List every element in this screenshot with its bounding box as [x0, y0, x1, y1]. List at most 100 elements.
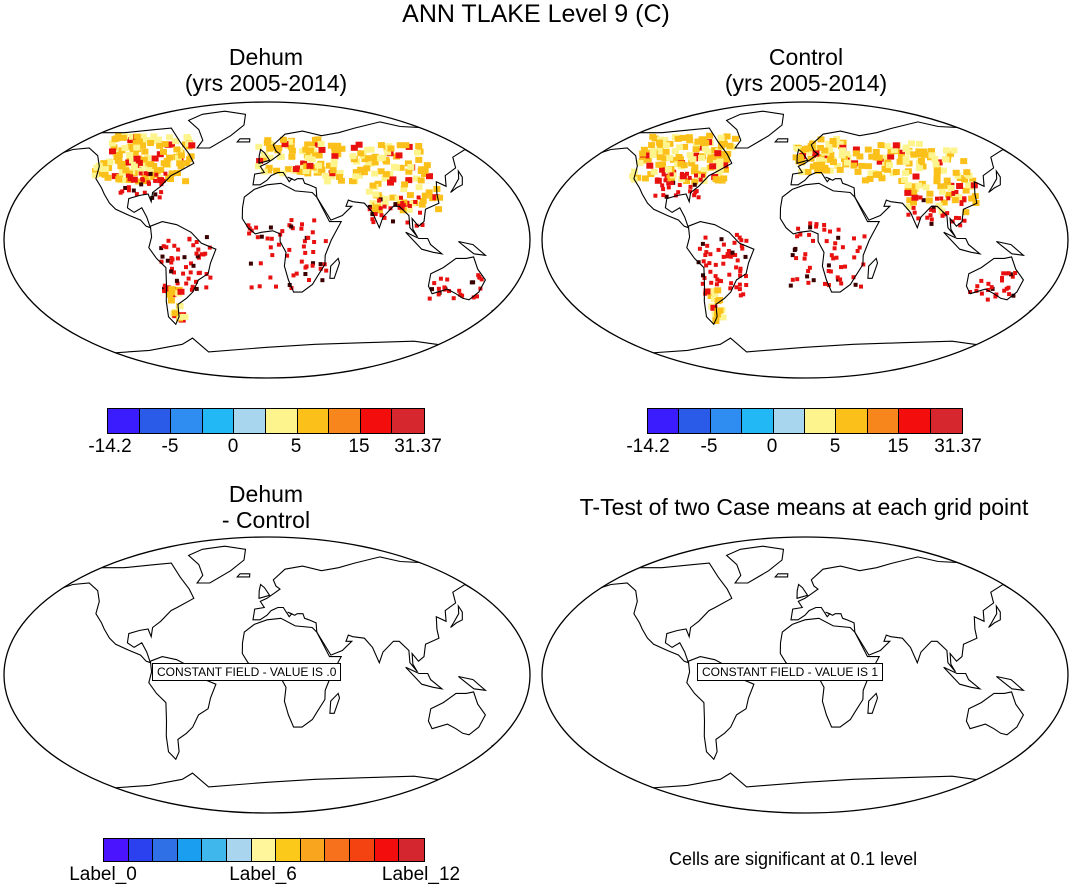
grid-cell [413, 200, 418, 204]
grid-cell [704, 250, 709, 255]
grid-cell [194, 279, 198, 284]
grid-cell [165, 258, 170, 263]
grid-cell [304, 155, 312, 162]
grid-cell [974, 288, 979, 293]
grid-cell [423, 162, 431, 169]
grid-cell [139, 142, 147, 149]
grid-cell [268, 245, 273, 250]
grid-cell [127, 143, 135, 150]
grid-cell [940, 199, 948, 206]
grid-cell [828, 269, 833, 274]
grid-cell [707, 293, 715, 299]
grid-cell [117, 163, 125, 170]
grid-cell [694, 138, 702, 145]
grid-cell [318, 146, 326, 153]
grid-cell [740, 246, 745, 251]
grid-cell [908, 183, 916, 190]
grid-cell [331, 153, 339, 160]
grid-cell [694, 173, 698, 178]
grid-cell [655, 161, 663, 168]
panel-title-line1: Dehum [228, 481, 304, 507]
grid-cell [130, 163, 138, 170]
grid-cell [961, 176, 969, 183]
grid-cell [415, 143, 423, 149]
grid-cell [314, 136, 322, 143]
significance-note: Cells are significant at 0.1 level [669, 849, 918, 869]
grid-cell [993, 294, 998, 299]
grid-cell [273, 167, 281, 174]
grid-cell [255, 235, 260, 240]
coastline-british-isles [258, 583, 271, 600]
grid-cell [266, 145, 274, 152]
grid-cell [648, 142, 656, 149]
grid-cell [929, 221, 934, 226]
coastline-north-america [595, 562, 733, 664]
grid-cell [972, 200, 980, 206]
coastline-indonesia [405, 231, 444, 255]
grid-cell [911, 205, 916, 210]
grid-cell [363, 165, 371, 172]
grid-cell [135, 159, 143, 166]
grid-cell [830, 159, 837, 166]
grid-cell [829, 138, 837, 144]
grid-cell [377, 168, 385, 175]
grid-cell [159, 190, 164, 195]
grid-cell [836, 141, 844, 148]
colorbar-swatch [742, 409, 774, 433]
grid-cell [962, 218, 967, 223]
grid-cell [387, 179, 394, 186]
grid-cell [406, 192, 414, 199]
grid-cell [308, 142, 316, 148]
grid-cell [174, 278, 179, 283]
grid-cell [153, 192, 158, 197]
grid-cell [957, 216, 962, 221]
grid-cell [671, 148, 679, 155]
grid-cell [669, 156, 677, 163]
coastline-iceland [235, 573, 251, 578]
grid-cell [720, 175, 728, 182]
grid-cell [317, 141, 325, 147]
grid-cell [655, 139, 663, 146]
grid-cell [150, 133, 158, 140]
colorbar-swatch [202, 839, 228, 861]
grid-cell [189, 287, 194, 292]
grid-cell [170, 257, 175, 262]
grid-cell [716, 158, 724, 165]
grid-cell [890, 147, 898, 153]
grid-cell [419, 198, 427, 204]
grid-cell [176, 160, 184, 167]
grid-cell [814, 222, 819, 227]
grid-cell [855, 249, 860, 253]
grid-cell [154, 172, 159, 177]
grid-cell [147, 140, 155, 146]
grid-cell [370, 217, 375, 222]
grid-cell [115, 176, 123, 183]
grid-cell [712, 318, 720, 324]
grid-cell [826, 167, 834, 174]
grid-cell [793, 246, 798, 251]
grid-cell [820, 157, 828, 164]
grid-cell [172, 270, 176, 275]
grid-cell [154, 136, 162, 143]
colorbar-tick-label: 15 [348, 436, 370, 457]
grid-cell [329, 167, 337, 174]
grid-cell [864, 163, 872, 170]
grid-cell [933, 169, 941, 176]
grid-cell [677, 183, 682, 187]
grid-cell [689, 156, 697, 163]
grid-cell [294, 271, 299, 276]
grid-cell [265, 236, 270, 241]
grid-cell [109, 148, 116, 155]
grid-cell [377, 142, 385, 149]
colorbar-tick-label: 31.37 [934, 436, 982, 457]
grid-cell [1000, 275, 1004, 280]
grid-cell [195, 254, 200, 259]
grid-cell [173, 146, 181, 153]
grid-cell [288, 153, 296, 160]
grid-cell [877, 142, 885, 149]
grid-cell [115, 158, 123, 165]
grid-cell [723, 156, 730, 163]
grid-cell [790, 277, 795, 282]
grid-cell [322, 172, 330, 179]
grid-cell [119, 134, 127, 141]
